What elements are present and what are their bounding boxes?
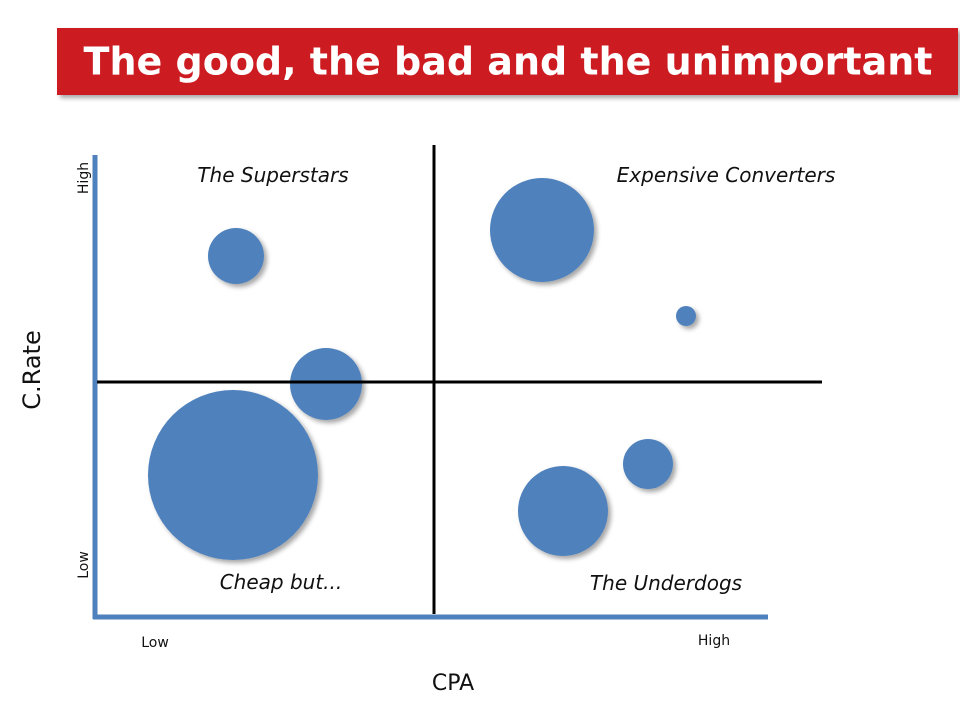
bubble <box>208 228 264 284</box>
y-axis-low: Low <box>76 551 92 579</box>
bubble <box>148 390 318 560</box>
x-axis-high: High <box>698 633 730 649</box>
bubble <box>518 466 608 556</box>
y-axis-title: C.Rate <box>18 330 46 409</box>
y-axis-high: High <box>76 162 92 194</box>
bubbles <box>148 178 696 560</box>
title-banner <box>57 28 958 95</box>
quadrant-label: Expensive Converters <box>617 163 836 187</box>
x-axis-low: Low <box>141 635 169 651</box>
quadrant-label: The Superstars <box>197 163 348 187</box>
quadrant-label: Cheap but... <box>220 570 343 594</box>
bubble <box>676 306 696 326</box>
title: The good, the bad and the unimportant <box>84 40 933 84</box>
x-axis-title: CPA <box>432 671 474 696</box>
bubble <box>290 348 362 420</box>
bubble <box>623 439 673 489</box>
quadrant-label: The Underdogs <box>590 571 742 595</box>
bubble <box>490 178 594 282</box>
